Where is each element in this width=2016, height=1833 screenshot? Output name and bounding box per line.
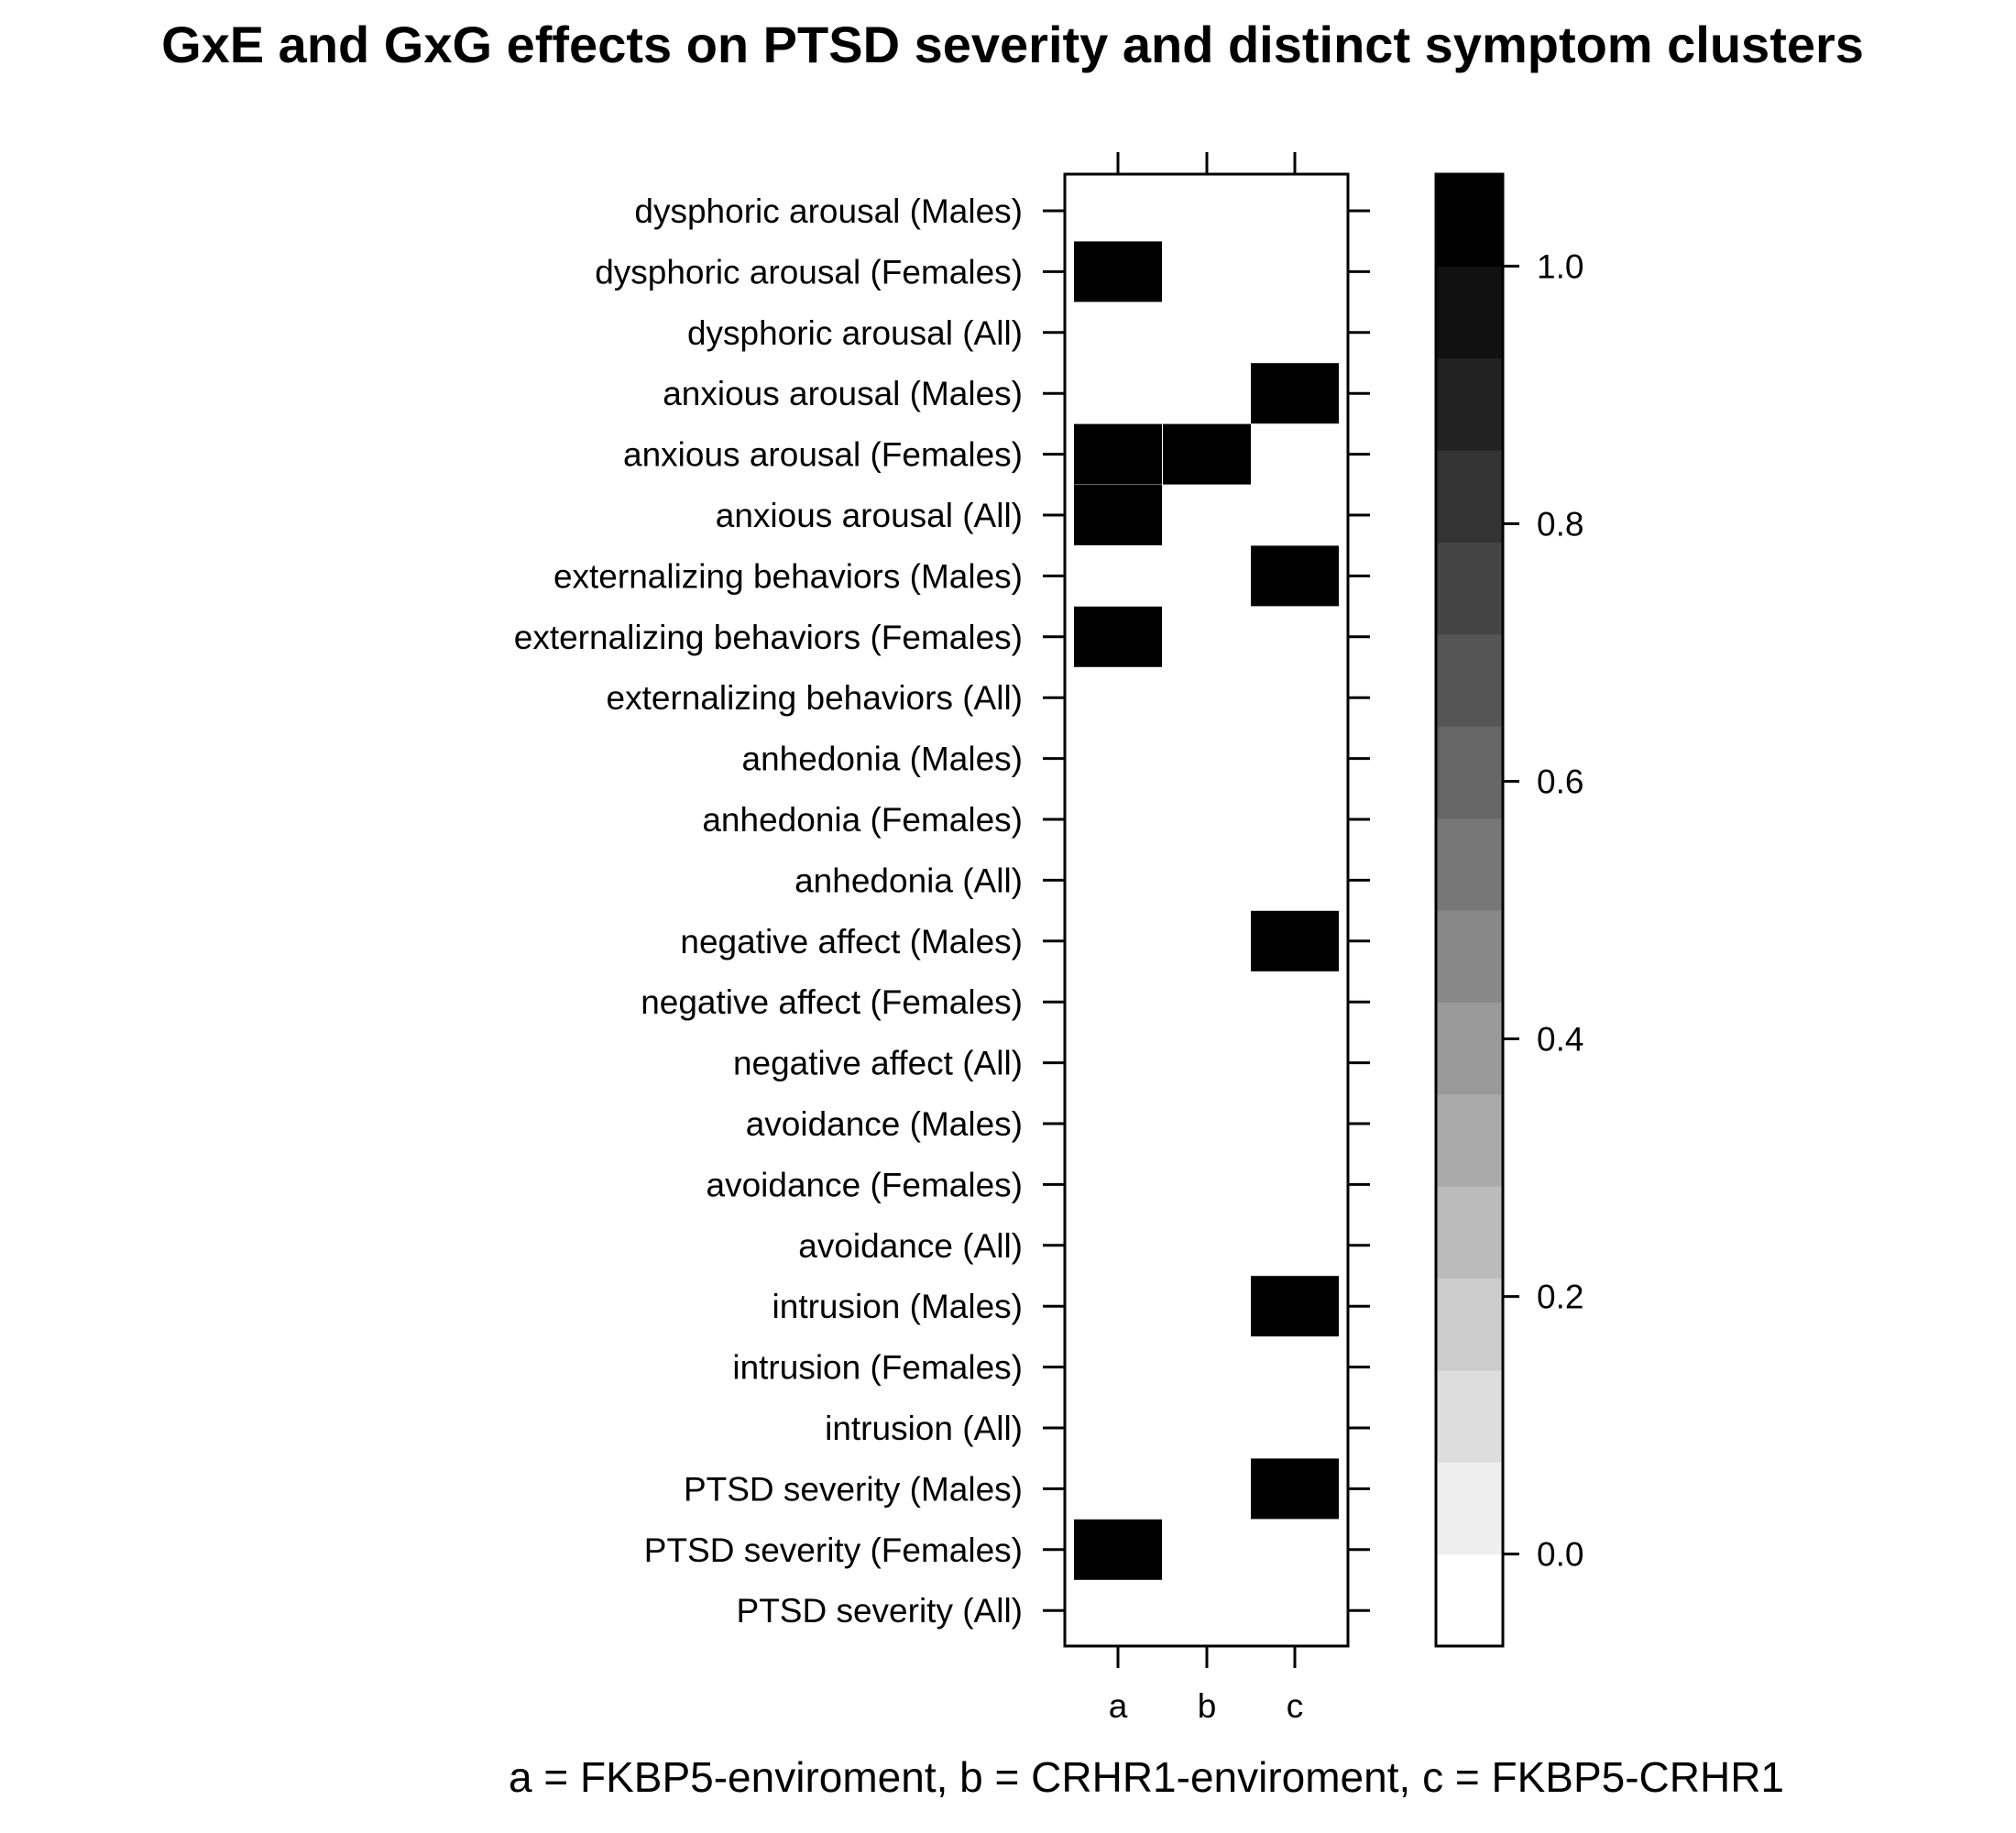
y-tick-label: negative affect (All) bbox=[733, 1045, 1023, 1082]
heatmap-cells bbox=[1074, 241, 1339, 1580]
heatmap-cell bbox=[1074, 423, 1162, 485]
x-tick-label: b bbox=[1198, 1687, 1217, 1725]
colorbar-level bbox=[1436, 1369, 1503, 1463]
colorbar-level bbox=[1436, 1278, 1503, 1371]
heatmap-cell bbox=[1251, 545, 1339, 607]
colorbar-level bbox=[1436, 1093, 1503, 1187]
colorbar-level bbox=[1436, 1186, 1503, 1279]
y-tick-label: avoidance (Males) bbox=[746, 1105, 1023, 1143]
x-tick-label: a bbox=[1109, 1687, 1128, 1725]
colorbar-tick-label: 0.0 bbox=[1537, 1536, 1583, 1574]
colorbar-level bbox=[1436, 1553, 1503, 1647]
colorbar-level bbox=[1436, 1002, 1503, 1095]
heatmap-cell bbox=[1251, 910, 1339, 971]
y-tick-label: anhedonia (Females) bbox=[702, 801, 1023, 839]
y-tick-label: PTSD severity (Females) bbox=[644, 1531, 1023, 1569]
heatmap-cell bbox=[1163, 423, 1251, 485]
y-tick-label: intrusion (Males) bbox=[772, 1288, 1023, 1325]
heatmap-cell bbox=[1074, 241, 1162, 302]
colorbar-level bbox=[1436, 450, 1503, 543]
colorbar-level bbox=[1436, 726, 1503, 819]
y-tick-label: avoidance (All) bbox=[798, 1227, 1023, 1265]
colorbar-tick-label: 0.8 bbox=[1537, 505, 1583, 543]
y-tick-label: negative affect (Females) bbox=[641, 983, 1023, 1021]
colorbar-level bbox=[1436, 818, 1503, 911]
colorbar-level bbox=[1436, 266, 1503, 359]
y-tick-label: anhedonia (Males) bbox=[742, 741, 1023, 778]
y-tick-label: anxious arousal (Females) bbox=[623, 436, 1023, 474]
y-tick-label: externalizing behaviors (Males) bbox=[553, 557, 1023, 595]
heatmap-cell bbox=[1251, 1276, 1339, 1337]
colorbar-level bbox=[1436, 910, 1503, 1003]
y-tick-label: externalizing behaviors (Females) bbox=[514, 619, 1023, 656]
colorbar-level bbox=[1436, 633, 1503, 727]
colorbar: 0.0 0.2 0.4 0.6 0.8 1.0 bbox=[1434, 172, 1583, 1648]
y-tick-label: intrusion (All) bbox=[825, 1410, 1023, 1447]
chart-title: GxE and GxG effects on PTSD severity and… bbox=[161, 16, 1864, 73]
y-tick-label: intrusion (Females) bbox=[732, 1349, 1023, 1387]
colorbar-tick-label: 1.0 bbox=[1537, 247, 1583, 285]
colorbar-tick-label: 0.2 bbox=[1537, 1279, 1583, 1316]
heatmap-cell bbox=[1074, 485, 1162, 545]
y-tick-label: anxious arousal (All) bbox=[716, 497, 1023, 534]
heatmap-cell bbox=[1074, 1519, 1162, 1580]
heatmap-cell bbox=[1251, 363, 1339, 424]
y-tick-label: negative affect (Males) bbox=[680, 923, 1023, 960]
y-tick-label: anhedonia (All) bbox=[794, 862, 1023, 899]
y-tick-label: anxious arousal (Males) bbox=[663, 375, 1023, 412]
colorbar-level bbox=[1436, 542, 1503, 635]
y-tick-label: dysphoric arousal (Females) bbox=[595, 253, 1023, 291]
x-tick-label: c bbox=[1287, 1687, 1304, 1725]
heatmap-cell bbox=[1251, 1458, 1339, 1520]
y-tick-label: externalizing behaviors (All) bbox=[607, 679, 1023, 717]
heatmap-cell bbox=[1074, 606, 1162, 667]
plot-frame bbox=[1063, 172, 1350, 1648]
colorbar-tick-label: 0.6 bbox=[1537, 763, 1583, 800]
y-tick-label: avoidance (Females) bbox=[707, 1166, 1023, 1203]
y-tick-label: PTSD severity (All) bbox=[737, 1592, 1023, 1630]
x-axis: a b c bbox=[1109, 152, 1304, 1725]
colorbar-level bbox=[1436, 174, 1503, 267]
colorbar-tick-label: 0.4 bbox=[1537, 1021, 1583, 1059]
colorbar-level bbox=[1436, 357, 1503, 451]
colorbar-level bbox=[1436, 1462, 1503, 1555]
chart-caption: a = FKBP5-enviroment, b = CRHR1-envirome… bbox=[509, 1753, 1784, 1801]
y-tick-label: PTSD severity (Males) bbox=[684, 1470, 1023, 1508]
y-tick-label: dysphoric arousal (Males) bbox=[634, 192, 1023, 230]
y-axis: dysphoric arousal (Males) dysphoric arous… bbox=[514, 192, 1370, 1630]
colorbar-frame bbox=[1434, 172, 1505, 1648]
y-tick-label: dysphoric arousal (All) bbox=[687, 314, 1023, 352]
